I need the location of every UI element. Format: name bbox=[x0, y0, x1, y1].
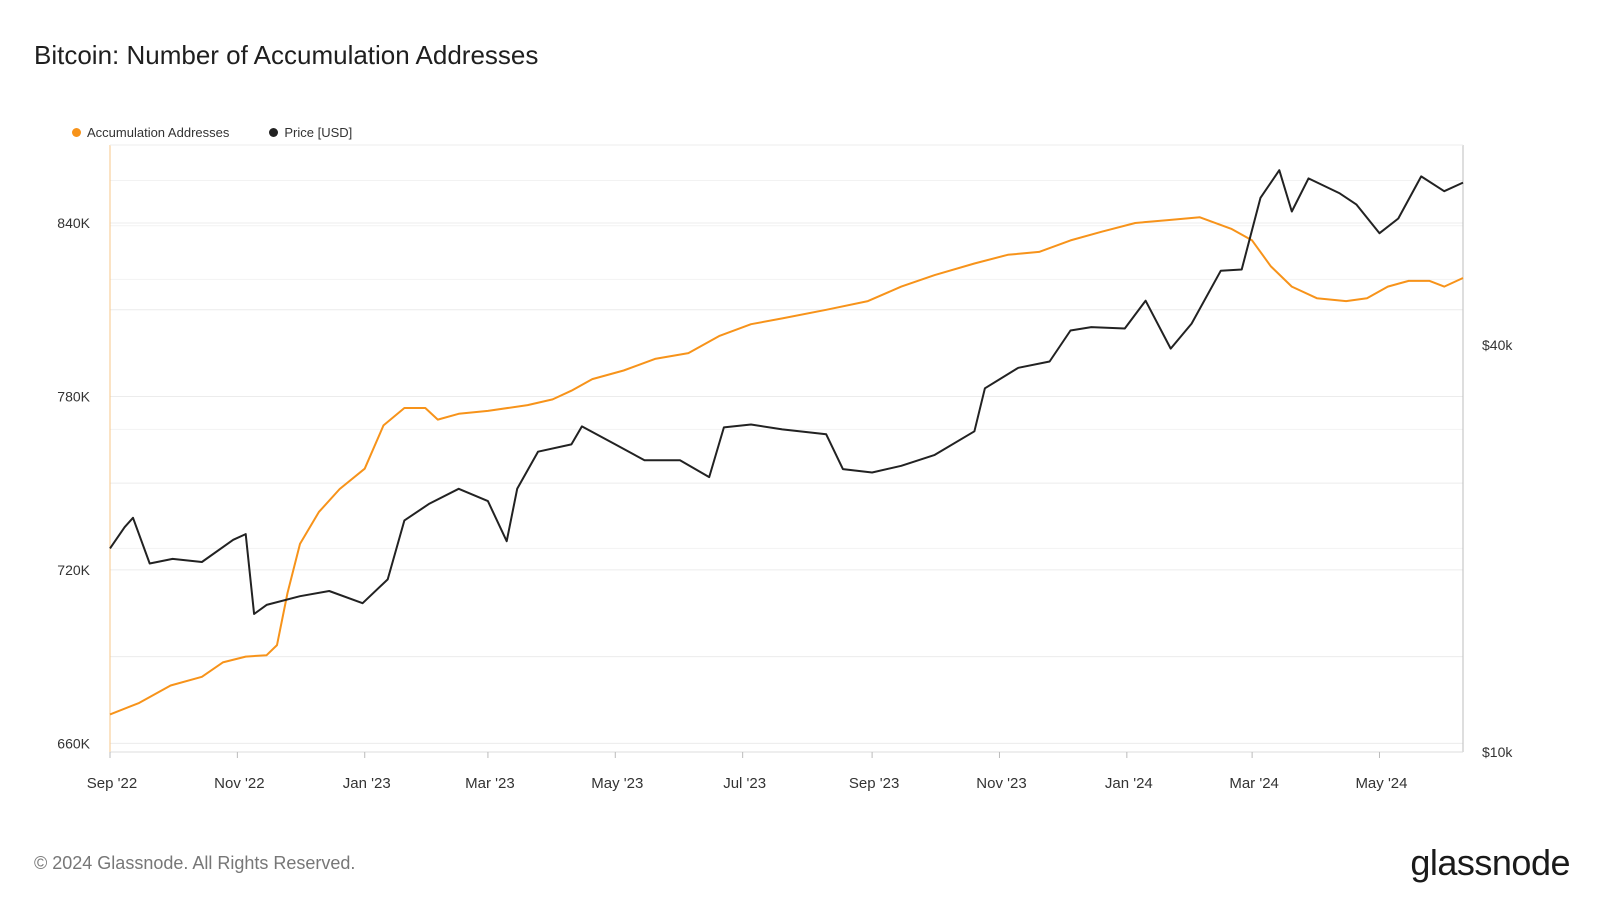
glassnode-logo: glassnode bbox=[1410, 842, 1570, 883]
chart-title: Bitcoin: Number of Accumulation Addresse… bbox=[34, 40, 539, 70]
x-tick-label: Mar '24 bbox=[1229, 775, 1279, 792]
x-tick-label: Jan '23 bbox=[343, 775, 391, 792]
legend-label-accumulation: Accumulation Addresses bbox=[87, 125, 230, 140]
legend-label-price: Price [USD] bbox=[284, 125, 353, 140]
y-right-tick-label: $10k bbox=[1482, 744, 1513, 760]
x-tick-label: Sep '22 bbox=[87, 775, 137, 792]
y-left-tick-label: 660K bbox=[57, 735, 90, 751]
price-line bbox=[109, 169, 1464, 615]
x-tick-label: Nov '23 bbox=[976, 775, 1026, 792]
x-tick-label: May '24 bbox=[1355, 775, 1407, 792]
chart-legend: Accumulation Addresses Price [USD] bbox=[72, 125, 352, 140]
y-right-tick-label: $40k bbox=[1482, 337, 1513, 353]
copyright-text: © 2024 Glassnode. All Rights Reserved. bbox=[34, 853, 356, 873]
x-tick-label: Nov '22 bbox=[214, 775, 264, 792]
accumulation-addresses-line bbox=[109, 216, 1464, 716]
y-left-tick-label: 720K bbox=[57, 562, 90, 578]
y-left-tick-label: 840K bbox=[57, 215, 90, 231]
x-tick-label: Sep '23 bbox=[849, 775, 899, 792]
legend-dot-price bbox=[269, 128, 279, 137]
x-tick-label: Mar '23 bbox=[465, 775, 515, 792]
x-tick-label: May '23 bbox=[591, 775, 643, 792]
x-tick-label: Jan '24 bbox=[1105, 775, 1153, 792]
x-tick-label: Jul '23 bbox=[723, 775, 766, 792]
legend-item-accumulation[interactable]: Accumulation Addresses bbox=[72, 125, 229, 140]
y-left-tick-label: 780K bbox=[57, 388, 90, 404]
legend-item-price[interactable]: Price [USD] bbox=[269, 125, 352, 140]
legend-dot-accumulation bbox=[72, 128, 81, 137]
